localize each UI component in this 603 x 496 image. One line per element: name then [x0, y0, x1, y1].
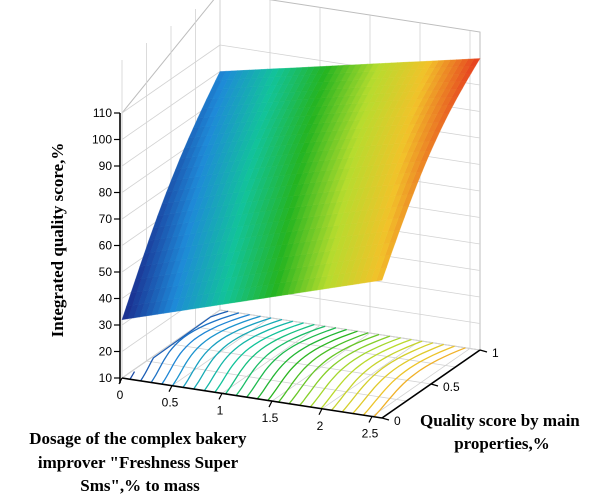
- x-tick-mark: [368, 416, 373, 423]
- grid-line-floor-y: [170, 343, 432, 385]
- grid-line-floor-y: [219, 309, 481, 351]
- contour-line: [214, 322, 304, 393]
- z-tick-label: 100: [92, 133, 112, 147]
- z-tick-label: 90: [99, 159, 113, 173]
- contour-line: [161, 313, 250, 385]
- tick-labels: 10 20 30 40 50 60 70 80 90 100 110 0 0.5 1 1.5 2 2.5 0 0.5…: [92, 106, 499, 440]
- contour-line: [193, 318, 283, 390]
- z-tick-label: 40: [99, 292, 113, 306]
- z-tick-label: 110: [93, 106, 112, 120]
- contour-line: [203, 320, 294, 392]
- contour-line: [373, 347, 466, 418]
- z-tick-label: 10: [99, 371, 113, 385]
- surface-mesh: [121, 58, 481, 321]
- x-tick-label: 2: [317, 419, 324, 433]
- x-tick-mark: [168, 385, 173, 392]
- x-tick-label: 0: [117, 388, 124, 402]
- contour-line: [129, 371, 136, 380]
- surface-cell: [215, 70, 227, 82]
- contour-projection: [129, 310, 466, 418]
- z-tick-label: 60: [99, 239, 113, 253]
- x-axis-title-line-3: Sms",% to mass: [80, 476, 200, 495]
- contour-line: [362, 345, 455, 416]
- x-tick-label: 1: [217, 403, 224, 417]
- x-axis-title: Dosage of the complex bakery improver "F…: [29, 429, 250, 495]
- grid-line-floor-y: [195, 326, 456, 368]
- contour-line: [182, 317, 272, 388]
- y-tick-label: 0: [394, 414, 401, 428]
- contour-line: [246, 327, 337, 398]
- z-tick-label: 50: [99, 265, 113, 279]
- x-axis-title-line-1: Dosage of the complex bakery: [29, 429, 247, 448]
- contour-line: [267, 330, 358, 401]
- grid-line-floor-y: [146, 360, 407, 402]
- contour-line: [352, 343, 445, 414]
- x-tick-mark: [318, 408, 323, 416]
- contour-line: [320, 338, 412, 410]
- contour-line: [341, 342, 434, 413]
- contour-line: [288, 333, 380, 405]
- contour-line: [299, 335, 391, 406]
- contour-line: [331, 340, 423, 411]
- contour-line: [150, 312, 240, 383]
- y-tick-mark: [381, 417, 390, 421]
- contour-line: [140, 310, 229, 382]
- x-tick-mark: [268, 400, 273, 408]
- y-axis-title-line-2: properties,%: [454, 434, 550, 453]
- y-tick-mark: [430, 383, 439, 387]
- contour-line: [171, 315, 261, 387]
- x-axis-line: [121, 377, 383, 419]
- contour-line: [224, 323, 315, 395]
- x-tick-label: 0.5: [162, 396, 179, 410]
- y-tick-mark: [479, 349, 488, 353]
- z-tick-label: 80: [99, 186, 113, 200]
- y-axis-title: Quality score by main properties,%: [420, 411, 584, 453]
- x-tick-mark: [118, 377, 123, 385]
- x-tick-label: 1.5: [262, 411, 279, 425]
- contour-line: [235, 325, 326, 396]
- contour-line: [309, 337, 401, 408]
- z-tick-label: 20: [99, 345, 113, 359]
- y-tick-label: 0.5: [443, 380, 460, 394]
- contour-line: [277, 332, 369, 403]
- y-tick-label: 1: [492, 346, 499, 360]
- y-axis-title-line-1: Quality score by main: [420, 411, 580, 430]
- x-tick-label: 2.5: [362, 426, 379, 440]
- x-axis-title-line-2: improver "Freshness Super: [38, 453, 239, 472]
- z-tick-label: 70: [99, 212, 113, 226]
- x-tick-mark: [218, 393, 223, 400]
- contour-line: [256, 328, 347, 400]
- z-axis-title: Integrated quality score,%: [48, 143, 67, 338]
- z-tick-label: 30: [99, 318, 113, 332]
